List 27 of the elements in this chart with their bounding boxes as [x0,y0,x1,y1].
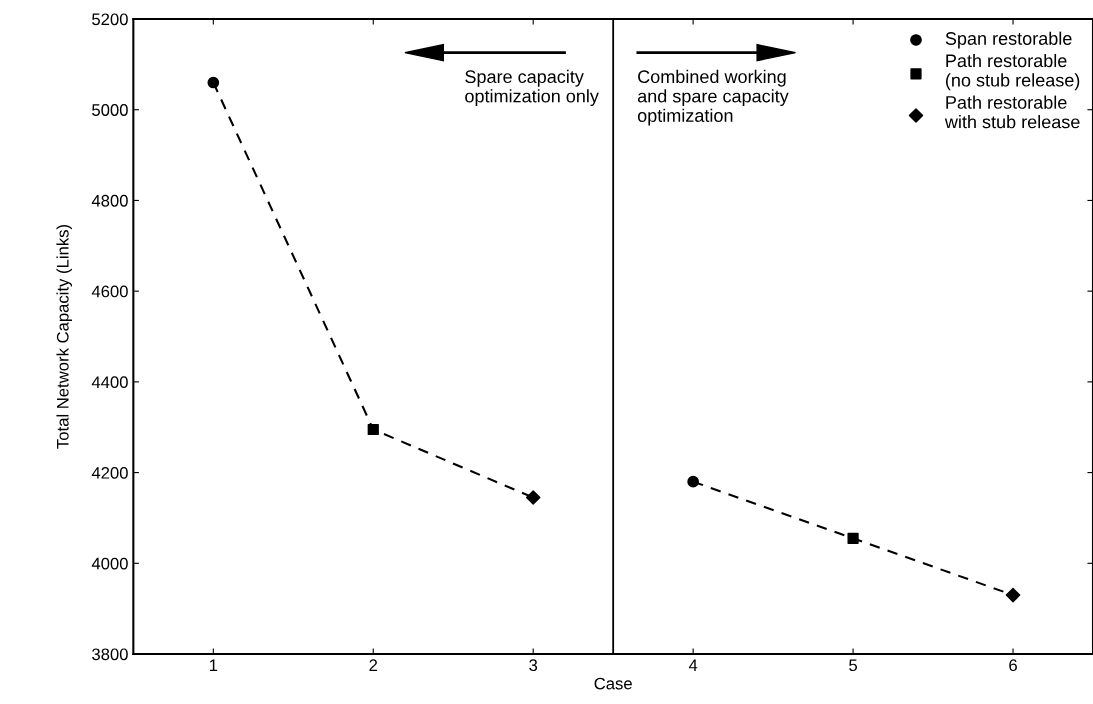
y-tick-label: 4000 [91,557,128,570]
x-tick-label: 2 [369,659,378,671]
annotation: Spare capacity optimization only [465,69,599,107]
point [207,76,220,89]
y-tick-label: 4400 [91,376,128,389]
legend-label: Span restorable [945,31,1072,49]
x-tick-label: 6 [1009,659,1017,672]
y-tick-label: 4800 [91,194,128,207]
point [847,532,859,544]
x-tick-label: 5 [849,659,858,672]
y-tick-label: 4200 [91,466,128,479]
legend-label: Path restorable with stub release [944,95,1080,129]
point [367,423,379,436]
y-tick-label: 5200 [92,13,128,26]
point [1005,587,1021,603]
x-tick-label: 3 [529,659,538,672]
x-axis-title: Case [594,677,632,690]
point [525,490,541,505]
legend-label: Path restorable (no stub release) [946,53,1080,91]
y-tick-label: 5000 [92,104,128,116]
y-axis-title: Total Network Capacity (Links) [56,225,72,449]
x-tick-label: 4 [688,659,698,671]
y-tick-label: 4600 [91,285,128,298]
x-tick-label: 1 [209,659,218,671]
y-tick-label: 3800 [92,648,128,661]
point [687,475,699,488]
annotation: Combined working and spare capacity optimization [637,69,789,126]
